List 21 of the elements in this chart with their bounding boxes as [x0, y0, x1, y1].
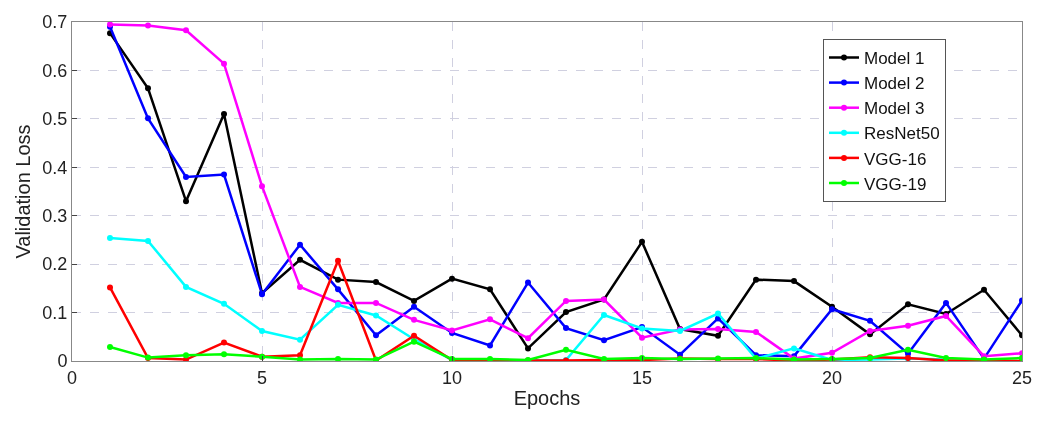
x-tick-label: 20: [821, 367, 843, 388]
x-tick-label: 5: [256, 367, 268, 388]
x-tick-label: 15: [631, 367, 653, 388]
x-tick-label: 10: [441, 367, 463, 388]
legend-label: Model 3: [864, 99, 925, 119]
x-tick-label: 25: [1011, 367, 1033, 388]
y-tick-label: 0.5: [42, 109, 68, 130]
x-axis-title: Epochs: [513, 387, 581, 410]
legend-label: VGG-16: [864, 149, 927, 169]
y-tick-label: 0.2: [42, 254, 68, 275]
legend-label: VGG-19: [864, 174, 927, 194]
y-tick-label: 0.6: [42, 60, 68, 81]
legend-label: Model 2: [864, 74, 925, 94]
y-tick-label: 0: [57, 351, 68, 372]
legend-label: ResNet50: [864, 124, 940, 144]
y-axis-title: Validation Loss: [11, 124, 34, 259]
y-tick-label: 0.4: [42, 157, 68, 178]
legend-label: Model 1: [864, 49, 925, 69]
y-tick-label: 0.1: [42, 302, 68, 323]
y-tick-label: 0.3: [42, 206, 68, 227]
y-tick-label: 0.7: [42, 12, 68, 33]
